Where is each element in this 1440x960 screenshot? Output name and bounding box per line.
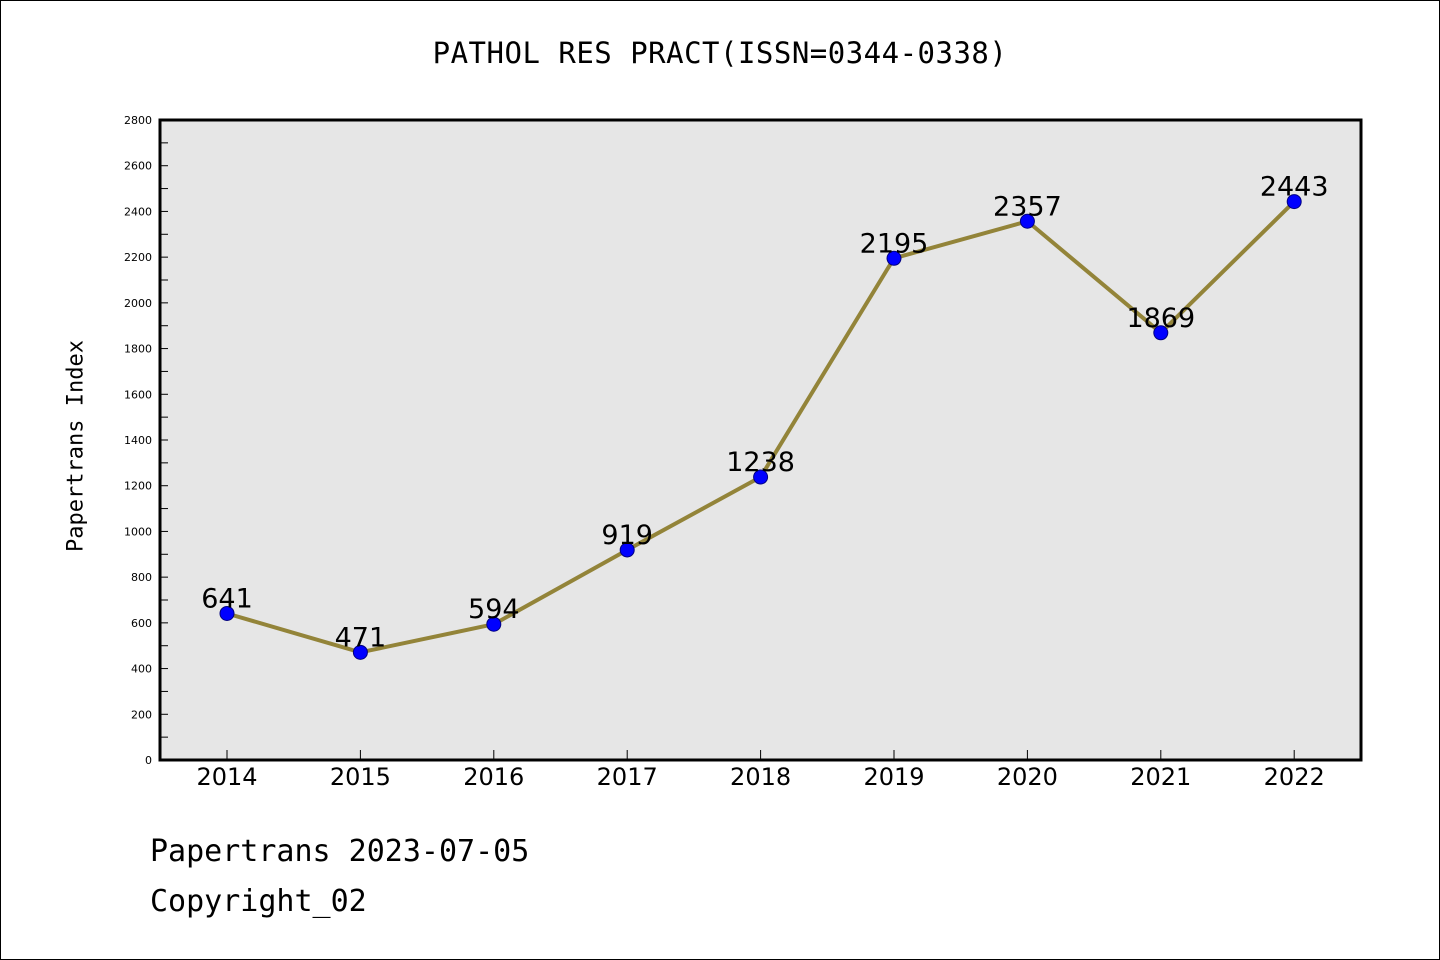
y-tick-label: 2000 xyxy=(124,297,152,310)
y-tick-label: 2200 xyxy=(124,251,152,264)
x-tick-label: 2020 xyxy=(997,763,1058,791)
x-tick-label: 2021 xyxy=(1130,763,1191,791)
data-label: 2443 xyxy=(1260,172,1329,203)
y-tick-label: 1800 xyxy=(124,343,152,356)
y-tick-label: 600 xyxy=(131,617,152,630)
data-point xyxy=(619,542,635,558)
y-tick-label: 200 xyxy=(131,708,152,721)
data-label: 919 xyxy=(601,520,653,551)
y-tick-label: 400 xyxy=(131,663,152,676)
chart-title: PATHOL RES PRACT(ISSN=0344-0338) xyxy=(432,36,1008,70)
y-tick-label: 1000 xyxy=(124,525,152,538)
data-point xyxy=(352,644,368,660)
data-label: 594 xyxy=(468,594,520,625)
series-layer: 641 471 594 919 1238 2195 2357 1869 2443 xyxy=(201,172,1329,660)
y-axis-ticks: 0 200 400 600 800 1000 1200 1400 1600 1800 2000 220… xyxy=(124,114,168,767)
data-point xyxy=(1286,194,1302,210)
data-point xyxy=(486,616,502,632)
data-point xyxy=(1153,325,1169,341)
plot-border xyxy=(158,118,1363,762)
x-tick-label: 2019 xyxy=(863,763,924,791)
y-tick-label: 0 xyxy=(145,754,152,767)
x-tick-label: 2022 xyxy=(1264,763,1325,791)
data-point xyxy=(886,250,902,266)
y-tick-label: 2800 xyxy=(124,114,152,127)
data-point xyxy=(219,605,235,621)
x-tick-label: 2017 xyxy=(597,763,658,791)
y-tick-label: 2400 xyxy=(124,205,152,218)
data-point xyxy=(753,469,769,485)
y-tick-label: 1200 xyxy=(124,480,152,493)
y-tick-label: 2600 xyxy=(124,160,152,173)
data-label: 471 xyxy=(335,622,387,653)
data-label: 1869 xyxy=(1126,303,1195,334)
data-label: 641 xyxy=(201,583,253,614)
y-tick-label: 800 xyxy=(131,571,152,584)
data-label: 2357 xyxy=(993,191,1062,222)
x-tick-label: 2018 xyxy=(730,763,791,791)
x-tick-label: 2016 xyxy=(463,763,524,791)
data-point xyxy=(1019,213,1035,229)
footer-copyright: Copyright_02 xyxy=(150,884,367,919)
x-tick-label: 2015 xyxy=(330,763,391,791)
y-tick-label: 1600 xyxy=(124,388,152,401)
data-label: 2195 xyxy=(860,228,929,259)
y-tick-label: 1400 xyxy=(124,434,152,447)
x-axis-ticks: 2014 2015 2016 2017 2018 2019 2020 2021 2022 xyxy=(196,750,1325,791)
plot-area xyxy=(160,120,1361,760)
footer-date-line: Papertrans 2023-07-05 xyxy=(150,834,530,869)
x-tick-label: 2014 xyxy=(196,763,257,791)
data-label: 1238 xyxy=(726,447,795,478)
